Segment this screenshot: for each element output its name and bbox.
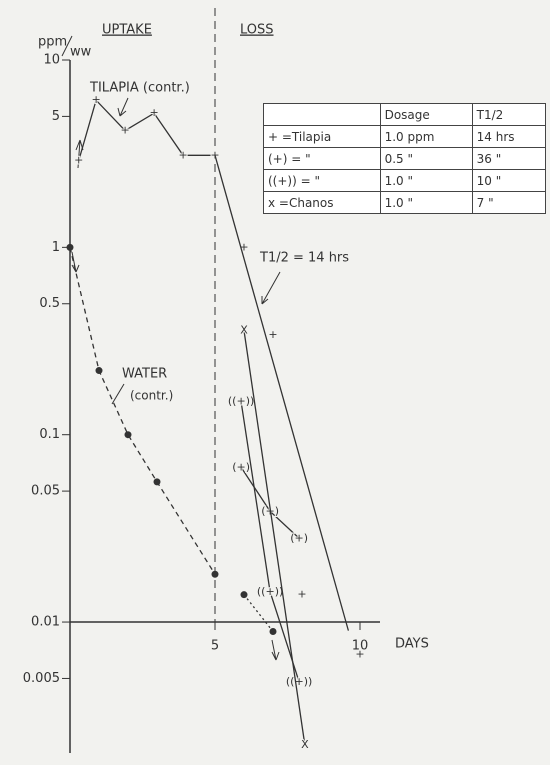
legend-table: Dosage T1/2 + =Tilapia 1.0 ppm 14 hrs (+) = "… [263,103,547,214]
marker: + [210,148,219,161]
y-tick-label: 0.05 [31,484,60,499]
y-tick-label: 0.1 [39,427,60,442]
table-cell: Dosage [379,103,473,126]
phase-label: UPTAKE [102,23,152,38]
series-line [243,330,306,746]
x-tick-label: 10 [352,639,369,654]
table-cell: T1/2 [471,103,547,126]
y-tick-label: 0.01 [31,615,60,630]
marker: (+) [232,460,250,473]
table-row: (+) = " 0.5 " 36 " [263,147,547,170]
table-cell: (+) = " [263,147,381,170]
arrows [71,97,281,661]
phase-label: LOSS [240,23,274,38]
table-cell: 0.5 " [379,147,473,170]
table-row: x =Chanos 1.0 " 7 " [263,191,547,214]
marker: (+) [290,531,308,544]
table-cell: 14 hrs [471,125,547,148]
marker [66,243,74,251]
series-line [69,247,216,575]
marker: ((+)) [286,675,312,688]
annotation: T1/2 = 14 hrs [259,251,349,266]
marker: + [91,93,100,106]
annotation: (contr.) [130,389,173,403]
marker [211,570,219,578]
y-tick-label: 10 [43,53,60,68]
marker: + [149,106,158,119]
y-label: ppm [38,35,67,50]
marker: + [74,154,83,167]
table-row: ((+)) = " 1.0 " 10 " [263,169,547,192]
table-cell: x =Chanos [263,191,381,214]
table-cell: 7 " [471,191,547,214]
marker [153,478,161,486]
table-row: + =Tilapia 1.0 ppm 14 hrs [263,125,547,148]
marker: + [239,240,248,253]
table-row: Dosage T1/2 [263,103,547,126]
marker: + [268,328,277,341]
y-tick-label: 5 [52,109,60,124]
marker: X [301,738,309,751]
y-tick-label: 0.005 [23,671,60,686]
table-cell: 1.0 " [379,191,473,214]
table-cell: 1.0 " [379,169,473,192]
series-line [240,466,300,539]
series-label: WATER [122,367,167,382]
marker: + [178,148,187,161]
y-tick-label: 0.5 [39,296,60,311]
table-cell: 1.0 ppm [379,125,473,148]
marker: ((+)) [228,395,254,408]
table-cell: 10 " [471,169,547,192]
marker [240,591,248,599]
table-cell: ((+)) = " [263,169,381,192]
marker: + [355,648,364,661]
series-line [240,401,300,682]
marker [269,628,277,636]
marker: + [120,124,129,137]
y-label-sub: ww [70,45,92,60]
table-cell: 36 " [471,147,547,170]
marker [95,367,103,375]
series-line [214,155,350,631]
x-label: DAYS [395,637,429,652]
x-tick-label: 5 [211,639,219,654]
marker: X [240,323,248,336]
slash [61,35,73,57]
table-cell [263,103,381,126]
series-line [243,594,274,632]
marker: ((+)) [257,585,283,598]
series-line [78,98,215,161]
y-tick-label: 1 [52,240,60,255]
marker [124,431,132,439]
marker: + [297,588,306,601]
table-cell: + =Tilapia [263,125,381,148]
series-label: TILAPIA (contr.) [89,81,190,96]
